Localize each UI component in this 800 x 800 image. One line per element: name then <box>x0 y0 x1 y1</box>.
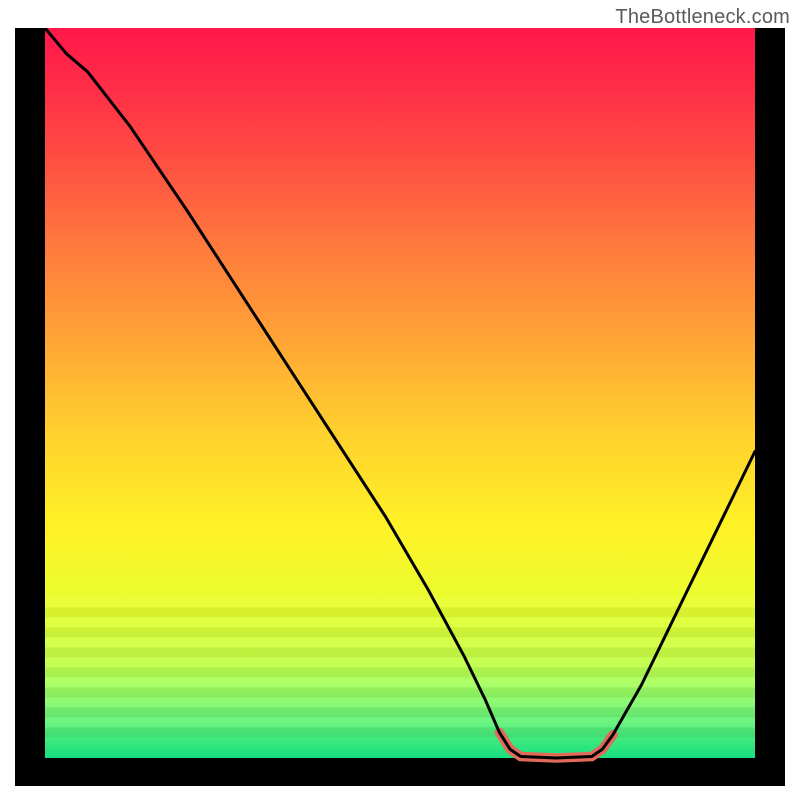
watermark-text: TheBottleneck.com <box>615 6 790 29</box>
bottleneck-curve <box>45 28 755 758</box>
chart-container: TheBottleneck.com <box>0 0 800 800</box>
plot-area <box>45 28 755 758</box>
curve-layer <box>45 28 755 758</box>
chart-frame <box>15 28 785 786</box>
